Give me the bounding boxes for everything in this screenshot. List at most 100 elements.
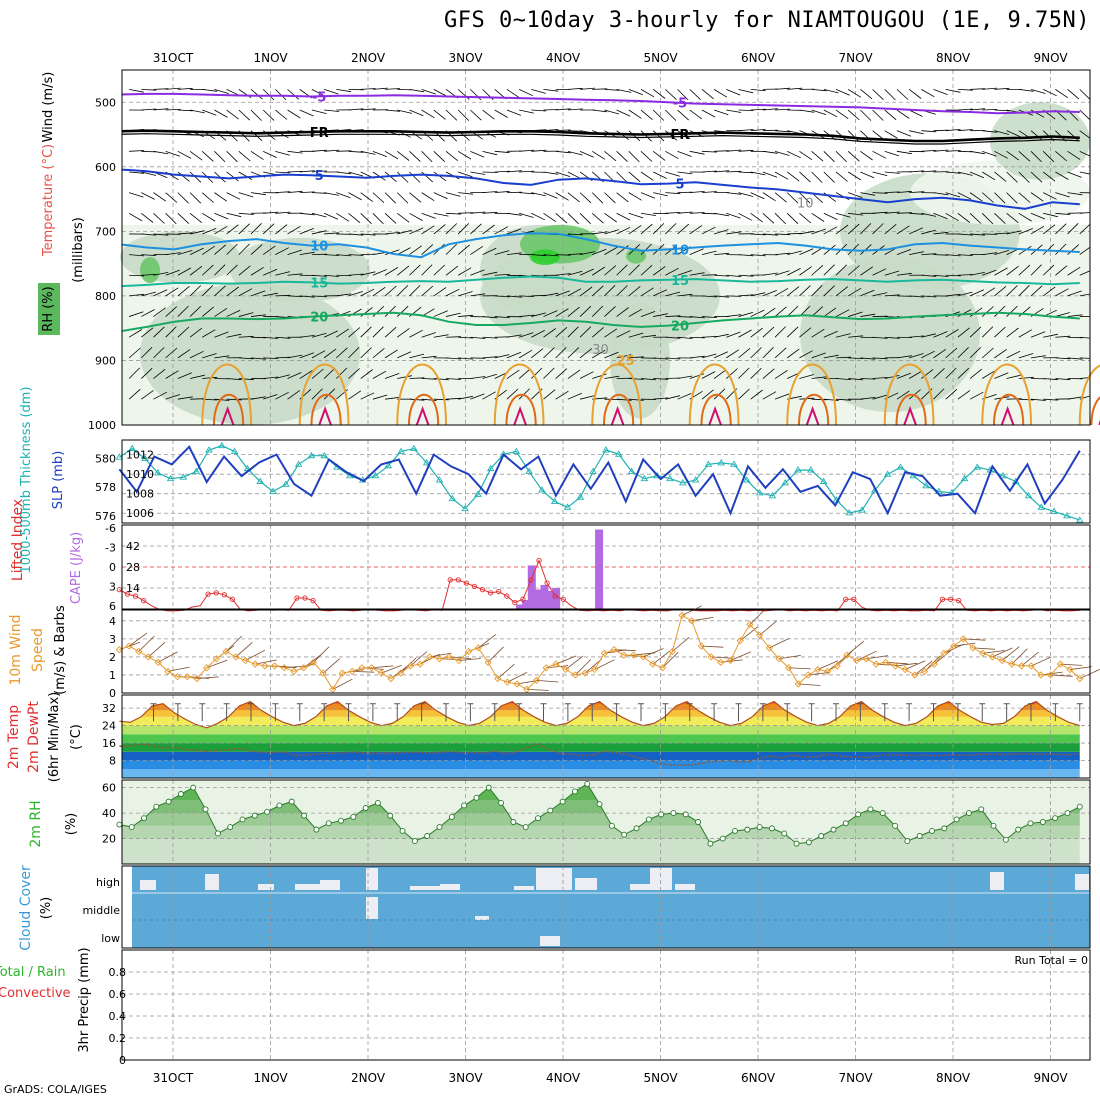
wind-barb [933,88,948,95]
wind-barb [957,129,973,132]
wind-barb [799,192,811,204]
wind-barb [141,347,153,359]
wind-barb [592,150,606,160]
wind-barb [348,192,362,201]
wind-barb [372,87,388,90]
wind-barb [457,244,470,255]
wind-barb [445,151,458,162]
wind-barb [324,109,340,112]
wind-barb [762,391,777,400]
wind-speed-marker [979,649,987,657]
wind-barb [250,290,266,297]
wind-barb [348,390,362,400]
wind-barb [1043,212,1058,218]
wind-speed-marker [707,653,715,661]
wind-speed-marker [717,658,725,666]
wind-barb [372,306,385,317]
ylabel-millibars: (millibars) [71,217,86,283]
wind-barb [872,268,887,276]
wind-barb [713,388,726,400]
wind-barb [275,374,290,379]
y-tick-pressure: 700 [95,225,116,238]
wind-speed-marker [1037,671,1045,679]
wind-barb [933,231,949,235]
thickness-marker [999,471,1007,479]
wind-barb [543,347,555,359]
wind-barb [835,356,852,359]
credit-label: GrADS: COLA/IGES [4,1083,107,1096]
wind-barb [263,268,278,276]
wind-barb [1067,314,1083,317]
wind-barb [750,212,764,223]
wind-barb [165,326,177,338]
date-label-top: 3NOV [448,51,483,65]
wind-barb [896,225,910,235]
rh-marker [227,824,234,831]
wind-barb [994,285,1007,297]
wind-barb-10m [846,640,865,656]
wind-barb [1055,312,1070,317]
wind-barb-10m [759,620,777,636]
rh-marker [1027,820,1034,827]
wind-barb [640,109,653,121]
rh-marker [498,799,505,806]
wind-barb [262,245,276,255]
wind-barb [957,367,970,379]
wind-barb [945,212,959,222]
cloud-gap [320,880,340,890]
panel4-frame [121,609,1091,694]
wind-barb [774,369,788,379]
wind-barb-10m [914,660,933,676]
wind-barb [640,151,653,162]
wind-barb [714,229,729,235]
rh-shade-blob [530,249,560,265]
wind-barb [1006,374,1022,379]
thickness-marker [205,446,213,453]
wind-barb-10m [245,649,266,661]
wind-barb-10m [1001,646,1020,661]
cloud-gap [295,884,321,890]
wind-barb [177,305,189,317]
thickness-marker [538,486,546,493]
wind-barb [372,150,388,158]
wind-barb [384,267,399,276]
wind-barb-10m [973,647,996,650]
wind-barb [506,212,522,216]
wind-barb [226,224,239,235]
wind-speed-marker [532,676,541,685]
wind-barb [470,245,484,255]
isotherm-label-15: 15 [310,276,328,291]
wind-barb [945,329,959,338]
wind-barb [969,212,982,224]
wind-barb [689,336,705,339]
wind-barb [494,150,510,153]
wind-barb [677,393,692,400]
wind-barb [360,233,376,236]
wind-barb-10m [332,678,353,690]
wind-barb [640,378,656,381]
wind-barb [153,272,169,276]
wind-barb [518,89,533,97]
wind-barb-10m [798,683,821,686]
lifted-index-marker [229,596,236,602]
wind-barb [275,191,291,194]
panel6-frame [121,779,1091,865]
wind-barb [555,290,570,297]
wind-barb [567,270,583,276]
wind-barb [421,264,433,276]
wind-speed-marker [920,667,929,675]
wind-barb [360,326,372,338]
wind-barb [506,274,522,277]
wind-barb-10m [507,671,528,683]
thickness-marker [666,474,674,482]
wind-barb [969,150,985,155]
wind-barb-10m [148,642,166,658]
wind-barb [385,232,401,235]
wind-barb [787,250,802,255]
wind-barb-10m [769,638,790,649]
y-tick-precip: 0.6 [109,988,127,1001]
wind-speed-marker [688,617,696,625]
wind-barb [677,150,692,157]
wind-barb [738,109,754,111]
thickness-marker [743,476,751,483]
